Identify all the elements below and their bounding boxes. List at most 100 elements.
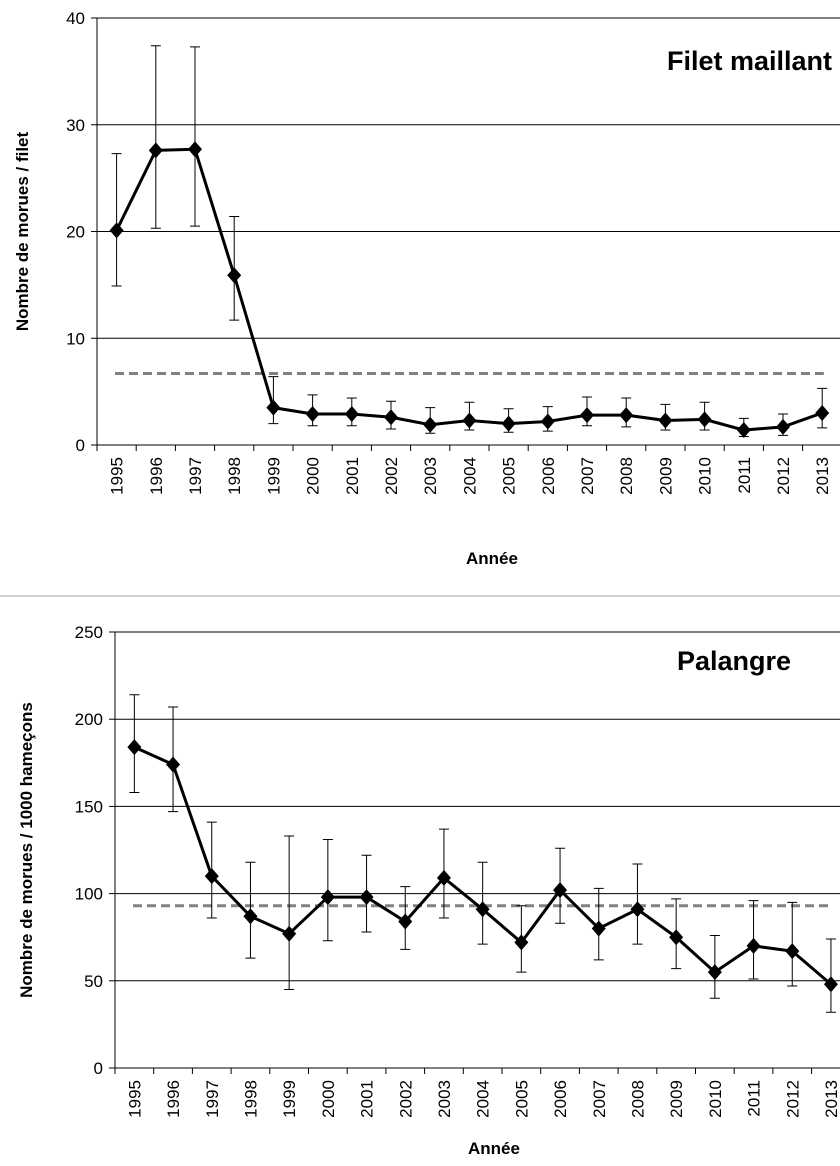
x-tick-label: 2006 bbox=[551, 1080, 570, 1118]
marker bbox=[204, 868, 219, 885]
x-tick-label: 2011 bbox=[735, 457, 754, 494]
y-tick-label: 0 bbox=[76, 436, 85, 455]
x-tick-label: 1995 bbox=[125, 1080, 144, 1118]
marker bbox=[514, 934, 529, 951]
x-tick-label: 1999 bbox=[264, 457, 283, 495]
error-bar bbox=[190, 46, 200, 227]
x-tick-label: 2001 bbox=[358, 1080, 377, 1118]
x-tick-label: 1997 bbox=[186, 457, 205, 495]
marker bbox=[282, 925, 297, 942]
y-tick-label: 20 bbox=[66, 223, 85, 242]
marker bbox=[188, 141, 202, 158]
x-tick-label: 2007 bbox=[578, 457, 597, 495]
data-line bbox=[115, 147, 823, 432]
x-tick-label: 2013 bbox=[822, 1080, 840, 1118]
error-bar bbox=[825, 938, 836, 1013]
marker bbox=[109, 222, 124, 239]
marker bbox=[815, 404, 830, 421]
x-tick-label: 2012 bbox=[774, 457, 793, 495]
marker bbox=[746, 937, 761, 954]
chart-title: Palangre bbox=[677, 646, 791, 676]
marker bbox=[823, 976, 838, 993]
marker bbox=[707, 964, 722, 981]
y-tick-label: 150 bbox=[75, 797, 103, 816]
x-tick-label: 2001 bbox=[343, 457, 362, 495]
marker bbox=[630, 901, 645, 918]
x-tick-label: 2002 bbox=[396, 1080, 415, 1118]
y-axis-label: Nombre de morues / filet bbox=[13, 132, 32, 332]
x-tick-label: 1995 bbox=[108, 457, 127, 495]
marker bbox=[384, 409, 398, 426]
marker bbox=[423, 416, 438, 433]
x-tick-label: 2004 bbox=[474, 1080, 493, 1118]
x-tick-label: 2009 bbox=[667, 1080, 686, 1118]
y-tick-label: 250 bbox=[75, 623, 103, 642]
x-tick-label: 2013 bbox=[813, 457, 832, 495]
x-tick-label: 2005 bbox=[512, 1080, 531, 1118]
x-tick-label: 2008 bbox=[628, 1080, 647, 1118]
marker bbox=[619, 407, 634, 424]
marker bbox=[658, 412, 673, 429]
marker bbox=[243, 908, 258, 925]
marker bbox=[320, 889, 335, 906]
x-tick-label: 2006 bbox=[539, 457, 558, 495]
marker bbox=[266, 399, 281, 416]
y-tick-label: 30 bbox=[66, 116, 85, 135]
marker bbox=[359, 889, 374, 906]
y-tick-label: 100 bbox=[75, 885, 103, 904]
error-bar bbox=[111, 153, 122, 287]
marker bbox=[305, 406, 320, 423]
marker bbox=[475, 901, 490, 918]
x-tick-label: 2005 bbox=[500, 457, 519, 495]
marker bbox=[166, 756, 181, 773]
y-tick-label: 10 bbox=[66, 329, 85, 348]
marker bbox=[591, 920, 606, 937]
x-axis-label: Année bbox=[466, 549, 518, 568]
marker bbox=[553, 882, 568, 899]
y-tick-label: 50 bbox=[84, 972, 103, 991]
x-tick-label: 1998 bbox=[241, 1080, 260, 1118]
x-tick-label: 2010 bbox=[696, 457, 715, 495]
marker bbox=[344, 406, 359, 423]
marker bbox=[227, 267, 242, 284]
marker bbox=[580, 407, 594, 424]
marker bbox=[148, 142, 163, 159]
marker bbox=[462, 412, 477, 429]
x-tick-label: 1997 bbox=[203, 1080, 222, 1118]
x-tick-label: 2009 bbox=[656, 457, 675, 495]
x-tick-label: 1998 bbox=[225, 457, 244, 495]
x-tick-label: 2007 bbox=[590, 1080, 609, 1118]
error-bar bbox=[284, 835, 295, 991]
x-tick-label: 1996 bbox=[147, 457, 166, 495]
x-tick-label: 2003 bbox=[421, 457, 440, 495]
error-bar bbox=[150, 45, 161, 229]
marker bbox=[669, 929, 684, 946]
marker bbox=[540, 413, 555, 430]
y-tick-label: 0 bbox=[94, 1059, 103, 1078]
x-tick-label: 1996 bbox=[164, 1080, 183, 1118]
y-tick-label: 200 bbox=[75, 710, 103, 729]
x-tick-label: 2004 bbox=[460, 457, 479, 495]
marker bbox=[776, 418, 790, 435]
x-tick-label: 2012 bbox=[783, 1080, 802, 1118]
x-tick-label: 2011 bbox=[745, 1080, 764, 1117]
x-tick-label: 2002 bbox=[382, 457, 401, 495]
marker bbox=[736, 422, 751, 439]
marker bbox=[398, 913, 413, 930]
y-tick-label: 40 bbox=[66, 9, 85, 28]
y-axis-label: Nombre de morues / 1000 hameçons bbox=[17, 702, 36, 998]
x-tick-label: 2008 bbox=[617, 457, 636, 495]
x-tick-label: 2000 bbox=[319, 1080, 338, 1118]
x-tick-label: 2000 bbox=[304, 457, 323, 495]
chart-title: Filet maillant bbox=[667, 46, 832, 76]
marker bbox=[785, 943, 800, 960]
x-tick-label: 2003 bbox=[435, 1080, 454, 1118]
marker bbox=[697, 411, 712, 428]
x-tick-label: 2010 bbox=[706, 1080, 725, 1118]
x-tick-label: 1999 bbox=[280, 1080, 299, 1118]
marker bbox=[436, 869, 451, 886]
marker bbox=[501, 415, 516, 432]
marker bbox=[127, 739, 142, 756]
x-axis-label: Année bbox=[468, 1139, 520, 1158]
